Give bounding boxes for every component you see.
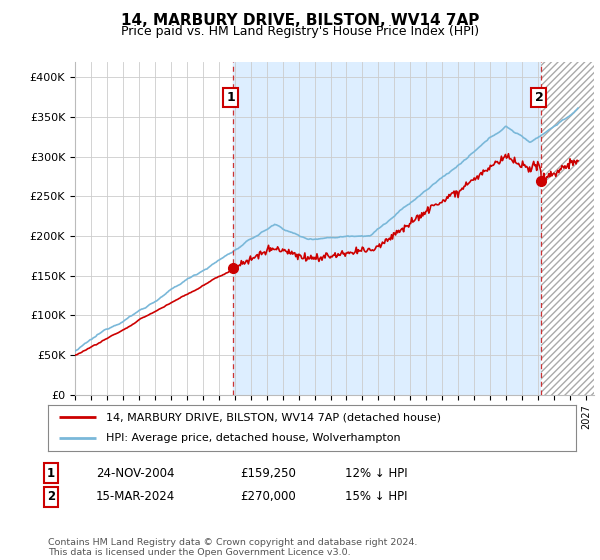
- Text: Contains HM Land Registry data © Crown copyright and database right 2024.
This d: Contains HM Land Registry data © Crown c…: [48, 538, 418, 557]
- Bar: [541, 62, 594, 395]
- Text: 12% ↓ HPI: 12% ↓ HPI: [345, 466, 407, 480]
- Bar: [233, 62, 541, 395]
- Text: 15% ↓ HPI: 15% ↓ HPI: [345, 490, 407, 503]
- Text: £270,000: £270,000: [240, 490, 296, 503]
- Text: 24-NOV-2004: 24-NOV-2004: [96, 466, 175, 480]
- Text: 14, MARBURY DRIVE, BILSTON, WV14 7AP (detached house): 14, MARBURY DRIVE, BILSTON, WV14 7AP (de…: [106, 412, 441, 422]
- Text: 15-MAR-2024: 15-MAR-2024: [96, 490, 175, 503]
- Text: £159,250: £159,250: [240, 466, 296, 480]
- Text: 2: 2: [535, 91, 543, 104]
- Text: 2: 2: [47, 490, 55, 503]
- Text: 14, MARBURY DRIVE, BILSTON, WV14 7AP: 14, MARBURY DRIVE, BILSTON, WV14 7AP: [121, 13, 479, 29]
- Text: 1: 1: [226, 91, 235, 104]
- Text: HPI: Average price, detached house, Wolverhampton: HPI: Average price, detached house, Wolv…: [106, 433, 401, 444]
- Text: 1: 1: [47, 466, 55, 480]
- Text: Price paid vs. HM Land Registry's House Price Index (HPI): Price paid vs. HM Land Registry's House …: [121, 25, 479, 38]
